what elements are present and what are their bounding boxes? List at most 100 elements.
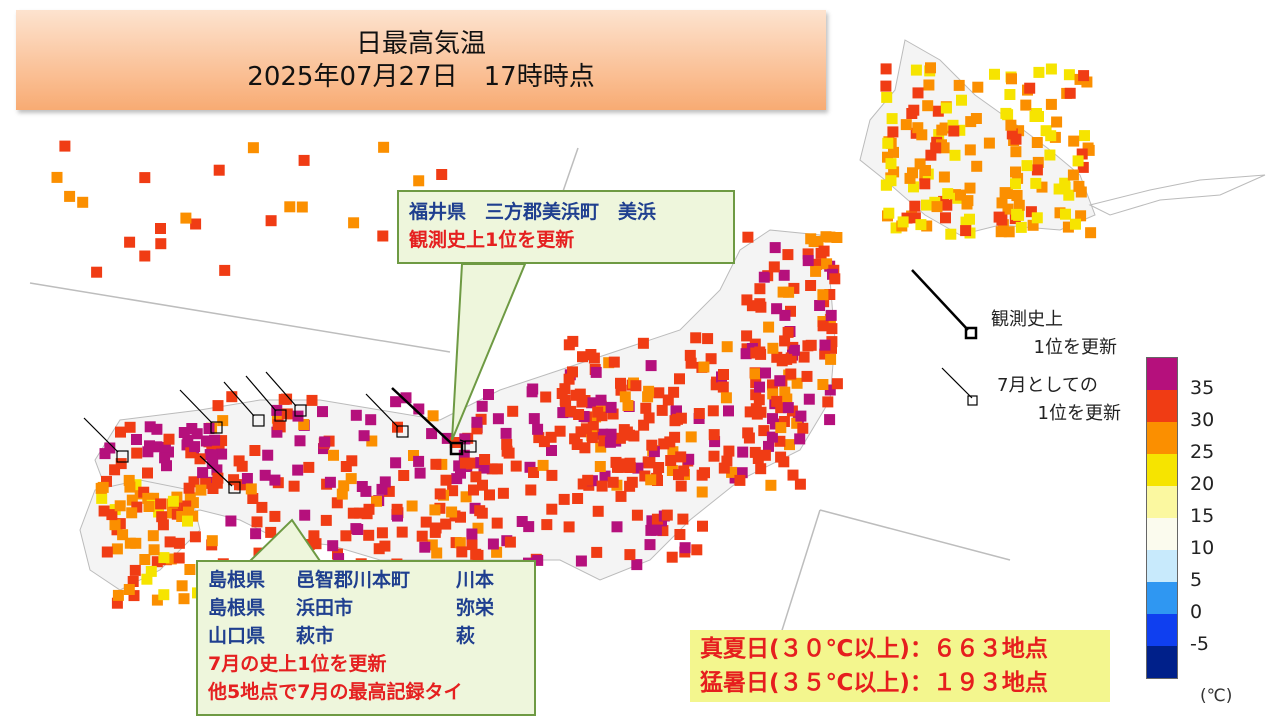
station-marker <box>910 127 922 139</box>
station-marker <box>615 461 627 473</box>
station-marker <box>774 375 786 387</box>
station-marker <box>906 108 918 119</box>
station-marker <box>662 394 674 406</box>
station-marker <box>890 222 902 234</box>
station-marker <box>784 439 795 451</box>
station-marker <box>1021 160 1033 172</box>
station-marker <box>164 536 176 548</box>
station-marker <box>586 397 598 409</box>
station-marker <box>371 495 382 507</box>
station-marker <box>961 198 973 210</box>
station-marker <box>59 140 71 152</box>
station-marker <box>940 102 952 114</box>
station-marker <box>1031 137 1043 148</box>
color-scale-label: 30 <box>1190 409 1215 431</box>
station-marker <box>366 435 378 447</box>
station-marker <box>888 166 900 178</box>
station-marker <box>707 405 719 417</box>
station-marker <box>352 524 364 535</box>
station-marker <box>249 445 261 456</box>
station-marker <box>345 473 357 485</box>
station-marker <box>130 537 142 549</box>
station-marker <box>189 531 201 543</box>
station-marker <box>642 391 654 403</box>
station-marker <box>377 230 389 242</box>
station-marker <box>546 469 558 481</box>
station-marker <box>185 447 197 459</box>
station-marker <box>1051 116 1063 128</box>
station-marker <box>97 481 109 493</box>
station-marker <box>188 476 200 488</box>
station-marker <box>139 250 151 262</box>
station-marker <box>718 369 729 380</box>
station-marker <box>269 510 281 522</box>
summary-box: 真夏日(３０℃以上)：６６３地点 猛暑日(３５℃以上)：１９３地点 <box>690 630 1110 702</box>
station-marker <box>720 392 732 404</box>
station-marker <box>245 483 257 495</box>
station-marker <box>945 228 957 240</box>
station-marker <box>379 476 391 488</box>
station-marker <box>1078 70 1090 82</box>
station-marker <box>777 286 789 298</box>
station-marker <box>541 519 553 531</box>
station-marker <box>259 469 271 481</box>
station-marker <box>360 485 372 497</box>
color-scale-label: 10 <box>1190 537 1215 559</box>
station-marker <box>615 490 627 502</box>
station-marker <box>921 220 933 232</box>
station-marker <box>117 529 129 541</box>
station-marker <box>734 474 746 486</box>
station-marker <box>262 449 274 461</box>
station-marker <box>1060 208 1071 220</box>
station-marker <box>736 467 748 479</box>
station-marker <box>996 214 1008 226</box>
station-marker <box>932 105 944 117</box>
station-marker <box>1053 183 1065 195</box>
station-marker <box>115 426 126 438</box>
map-title: 日最高気温 <box>355 29 486 59</box>
station-marker <box>1059 182 1071 193</box>
station-marker <box>598 435 610 447</box>
station-marker <box>679 542 691 554</box>
station-marker <box>416 530 428 542</box>
station-marker <box>585 349 597 360</box>
station-marker <box>426 428 438 440</box>
station-marker <box>165 553 177 565</box>
station-marker <box>960 216 972 228</box>
station-marker <box>1081 76 1093 88</box>
record-station-marker <box>116 450 129 463</box>
station-marker <box>1077 161 1089 173</box>
station-marker <box>615 377 626 389</box>
station-marker <box>1013 125 1025 137</box>
station-marker <box>158 589 170 601</box>
station-marker <box>674 373 685 385</box>
station-marker <box>365 414 377 426</box>
station-marker <box>460 491 472 503</box>
station-marker <box>708 450 720 462</box>
station-marker <box>914 158 926 170</box>
station-marker <box>752 453 764 464</box>
station-marker <box>408 450 419 461</box>
station-marker <box>376 483 388 495</box>
station-marker <box>909 212 921 224</box>
map-date: 2025年07月27日 17時時点 <box>247 62 595 92</box>
station-marker <box>155 223 166 234</box>
station-marker <box>656 404 668 416</box>
station-marker <box>126 507 138 519</box>
station-marker <box>180 212 192 224</box>
station-marker <box>744 406 756 418</box>
station-marker <box>358 430 370 442</box>
station-marker <box>440 474 452 486</box>
record-leader-line <box>265 371 297 407</box>
callout-fukui-note: 観測史上1位を更新 <box>409 229 575 251</box>
station-marker <box>996 197 1008 209</box>
station-marker <box>212 400 224 412</box>
station-marker <box>115 458 127 470</box>
station-marker <box>758 271 770 283</box>
station-marker <box>1076 148 1088 160</box>
station-marker <box>190 218 202 230</box>
station-marker <box>206 458 218 469</box>
record-station-marker <box>210 421 223 434</box>
station-marker <box>178 593 190 605</box>
station-marker <box>440 518 452 530</box>
